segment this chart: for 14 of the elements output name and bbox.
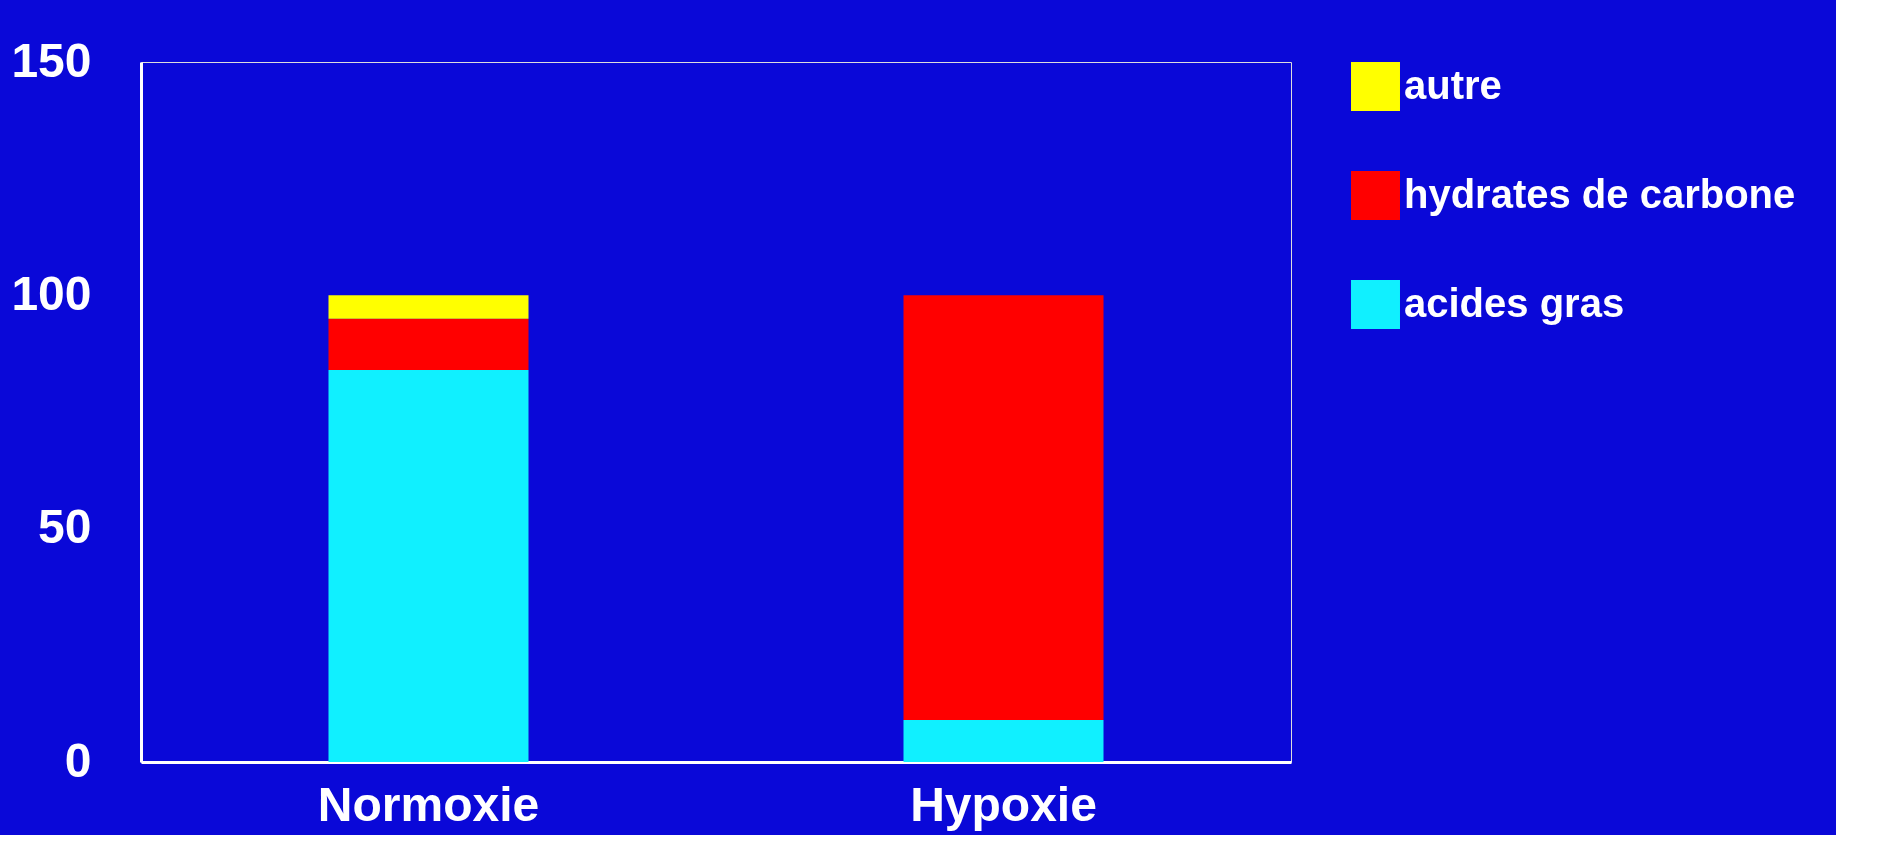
bar — [903, 295, 1104, 720]
bar — [328, 295, 529, 319]
legend-label: hydrates de carbone — [1404, 171, 1796, 216]
x-tick-label: Normoxie — [317, 777, 540, 831]
legend-label: autre — [1404, 62, 1502, 107]
y-tick-label: 100 — [11, 266, 92, 320]
bar — [328, 318, 529, 370]
y-tick-label: 50 — [38, 500, 92, 554]
x-tick-label: Hypoxie — [910, 777, 1097, 831]
bar — [328, 370, 529, 762]
y-tick-label: 150 — [11, 33, 92, 87]
bar — [903, 720, 1104, 762]
y-tick-label: 0 — [64, 733, 92, 787]
legend-label: acides gras — [1404, 280, 1625, 325]
